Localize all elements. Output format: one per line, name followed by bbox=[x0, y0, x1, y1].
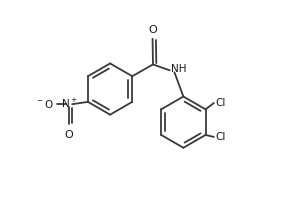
Text: O: O bbox=[148, 25, 157, 35]
Text: Cl: Cl bbox=[215, 132, 226, 142]
Text: N$^+$: N$^+$ bbox=[61, 97, 77, 110]
Text: O: O bbox=[65, 130, 74, 140]
Text: $^-$O: $^-$O bbox=[35, 98, 54, 110]
Text: Cl: Cl bbox=[215, 98, 226, 108]
Text: NH: NH bbox=[171, 64, 186, 74]
